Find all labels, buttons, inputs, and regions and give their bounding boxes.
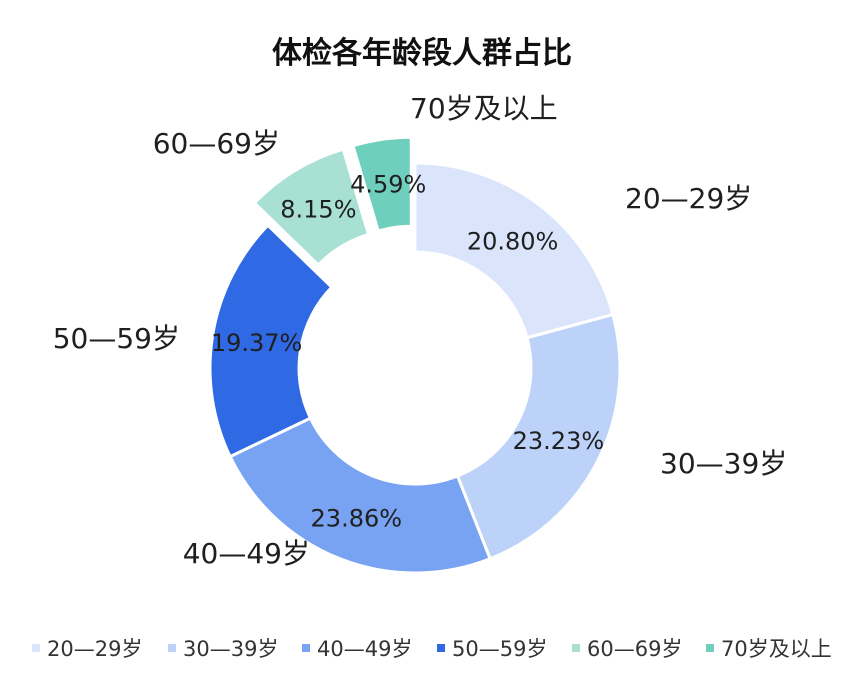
slice-value-label-5: 4.59% [350, 170, 426, 198]
category-label-5: 70岁及以上 [410, 92, 558, 125]
legend-item-3: 50—59岁 [437, 637, 547, 661]
legend-swatch-0 [32, 644, 40, 652]
legend-label-0: 20—29岁 [47, 637, 142, 661]
slice-value-label-2: 23.86% [311, 504, 403, 532]
legend-item-2: 40—49岁 [302, 637, 412, 661]
category-label-2: 40—49岁 [183, 537, 310, 570]
legend-item-0: 20—29岁 [32, 637, 142, 661]
category-label-0: 20—29岁 [625, 182, 752, 215]
legend-item-4: 60—69岁 [572, 637, 682, 661]
legend-label-5: 70岁及以上 [721, 637, 832, 661]
legend-swatch-2 [302, 644, 310, 652]
watermark-left: 搜狐号 [707, 661, 760, 681]
category-label-3: 50—59岁 [53, 322, 180, 355]
slice-value-labels: 20.80% 23.23% 23.86% 19.37% 8.15%4.59% [211, 170, 604, 532]
donut-slices [208, 135, 622, 575]
legend-swatch-3 [437, 644, 445, 652]
slice-value-label-4: 8.15% [280, 195, 356, 223]
category-labels: 20—29岁 30—39岁 40—49岁 50—59岁 60—69岁 70岁及以上 [53, 92, 788, 570]
category-label-1: 30—39岁 [660, 447, 787, 480]
slice-value-label-1: 23.23% [513, 427, 605, 455]
chart-title: 体检各年龄段人群占比 [272, 36, 572, 71]
legend-swatch-4 [572, 644, 580, 652]
legend-item-1: 30—39岁 [168, 637, 278, 661]
slice-4 [252, 147, 371, 268]
slice-3 [208, 223, 334, 459]
slice-0 [413, 161, 615, 340]
legend: 20—29岁 30—39岁 40—49岁 50—59岁 60—69岁 70岁及以上 [32, 637, 832, 661]
watermark: 搜狐号 @善诊 [707, 661, 838, 681]
legend-swatch-1 [168, 644, 176, 652]
legend-label-4: 60—69岁 [587, 637, 682, 661]
slice-2 [228, 416, 493, 575]
watermark-right: @善诊 [787, 661, 838, 681]
slice-1 [455, 312, 622, 561]
legend-label-2: 40—49岁 [317, 637, 412, 661]
legend-swatch-5 [706, 644, 714, 652]
legend-item-5: 70岁及以上 [706, 637, 832, 661]
category-label-4: 60—69岁 [153, 127, 280, 160]
slice-value-label-0: 20.80% [467, 228, 559, 256]
slice-5 [351, 135, 413, 233]
legend-label-3: 50—59岁 [452, 637, 547, 661]
slice-value-label-3: 19.37% [211, 329, 303, 357]
legend-label-1: 30—39岁 [183, 637, 278, 661]
